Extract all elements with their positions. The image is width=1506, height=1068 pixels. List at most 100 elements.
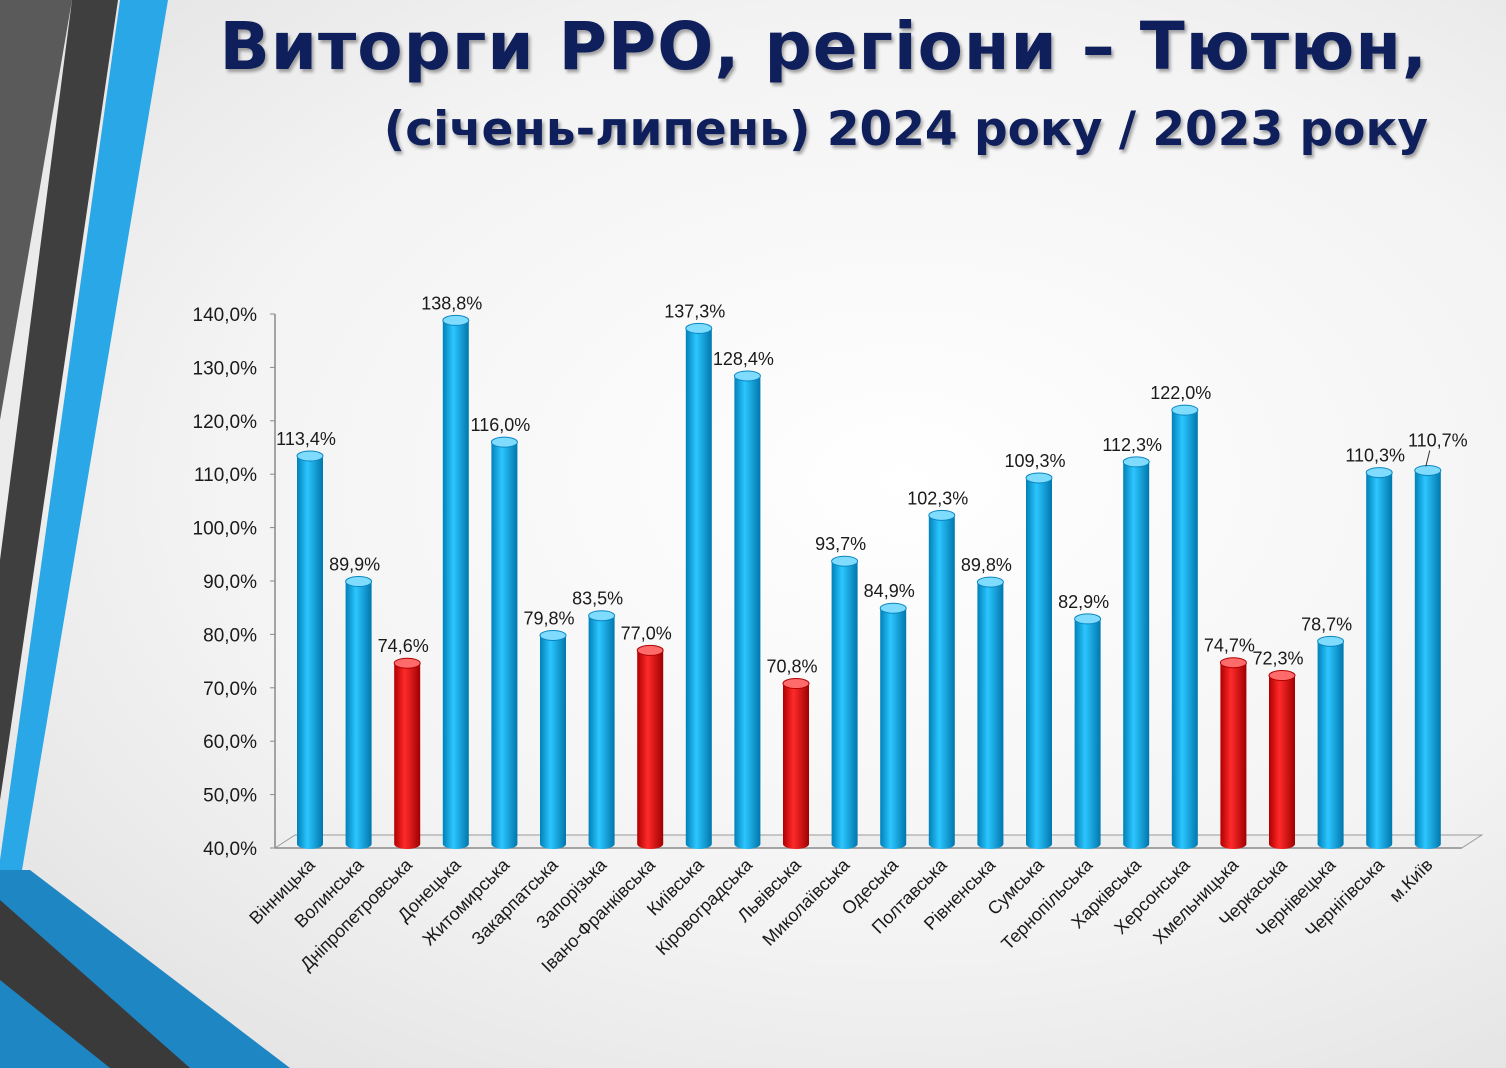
bar-18 [1122, 456, 1150, 849]
bar-10 [733, 370, 761, 849]
bar-top [1414, 464, 1442, 476]
bar-15 [976, 576, 1004, 849]
y-tick-label: 140,0% [193, 305, 258, 326]
bar-body [637, 650, 664, 849]
y-tick-label: 130,0% [193, 358, 258, 379]
bar-top [831, 555, 859, 567]
data-label: 74,6% [378, 636, 429, 656]
data-label: 89,8% [961, 555, 1012, 575]
data-label: 109,3% [1004, 451, 1065, 471]
bar-top [442, 314, 470, 326]
bar-top [928, 509, 956, 521]
bar-top [1365, 467, 1393, 479]
bar-top [1122, 456, 1150, 468]
data-label: 78,7% [1301, 614, 1352, 634]
data-label: 89,9% [329, 555, 380, 575]
data-label: 82,9% [1058, 592, 1109, 612]
bar-21 [1268, 670, 1296, 849]
bar-top [1268, 670, 1296, 682]
bar-top [782, 678, 810, 690]
data-label: 84,9% [864, 581, 915, 601]
label-leader-line [1425, 450, 1431, 467]
bar-body [1414, 470, 1441, 849]
bar-top [1025, 472, 1053, 484]
bar-top [393, 657, 421, 669]
page-title: Виторги РРО, регіони – Тютюн, [219, 8, 1428, 85]
bar-top [685, 322, 713, 334]
bar-top [733, 370, 761, 382]
bar-body [1366, 472, 1393, 849]
bar-body [394, 663, 421, 849]
bar-body [1123, 461, 1150, 849]
bar-top [539, 629, 567, 641]
bar-17 [1074, 613, 1102, 849]
data-label: 93,7% [815, 534, 866, 554]
data-label: 128,4% [713, 349, 774, 369]
data-label: 110,7% [1408, 430, 1468, 450]
bar-13 [879, 602, 907, 849]
y-tick-label: 120,0% [193, 412, 258, 433]
data-label: 116,0% [471, 415, 531, 435]
bar-top [296, 450, 324, 462]
bar-body [540, 635, 566, 849]
bar-24 [1414, 464, 1442, 849]
bar-top [1317, 635, 1345, 647]
bar-top [1074, 613, 1102, 625]
bar-22 [1317, 635, 1345, 849]
data-label: 138,8% [421, 293, 482, 313]
y-tick-label: 110,0% [194, 465, 257, 486]
bar-series [296, 314, 1442, 850]
bar-body [1220, 662, 1247, 849]
bar-body [685, 328, 712, 850]
bar-top [879, 602, 907, 614]
bar-body [880, 608, 907, 849]
bar-body [734, 375, 761, 849]
bar-11 [782, 678, 810, 849]
bar-12 [831, 555, 859, 849]
data-label: 122,0% [1150, 383, 1211, 403]
data-labels: 113,4% 89,9% 74,6% 138,8% 116,0% 79,8%83,5% 77… [276, 293, 1468, 676]
bar-top [345, 576, 373, 588]
bar-body [977, 582, 1004, 849]
bar-body [588, 615, 615, 849]
bar-23 [1365, 467, 1393, 849]
y-tick-label: 40,0% [203, 839, 257, 860]
bar-body [928, 515, 955, 849]
data-label: 113,4% [276, 429, 336, 449]
bar-9 [685, 322, 713, 850]
bar-6 [539, 629, 567, 849]
data-label: 102,3% [907, 488, 968, 508]
data-label: 74,7% [1204, 636, 1255, 656]
bar-top [1219, 657, 1247, 669]
bar-5 [490, 436, 518, 849]
bar-body [1074, 618, 1101, 849]
bar-4 [442, 314, 470, 850]
bar-8 [636, 644, 664, 849]
bar-body [783, 683, 809, 849]
bar-top [588, 610, 616, 622]
bar-body [345, 581, 372, 849]
bar-body [1171, 410, 1198, 849]
bar-7 [588, 610, 616, 849]
bar-1 [296, 450, 324, 849]
bar-3 [393, 657, 421, 849]
data-label: 77,0% [621, 623, 672, 643]
bar-body [1317, 641, 1344, 849]
data-label: 110,3% [1345, 446, 1405, 466]
bar-20 [1219, 657, 1247, 849]
data-label: 112,3% [1102, 435, 1162, 455]
y-tick-label: 70,0% [203, 679, 257, 700]
bar-body [1269, 675, 1295, 849]
y-tick-label: 80,0% [203, 625, 257, 646]
x-axis-labels: ВінницькаВолинськаДніпропетровськаДонець… [245, 854, 1436, 976]
x-tick-label: м.Київ [1385, 855, 1436, 906]
data-label: 72,3% [1252, 649, 1303, 669]
x-tick-label: Хмельницька [1149, 854, 1243, 948]
y-tick-label: 60,0% [203, 732, 257, 753]
bar-body [442, 320, 469, 850]
data-label: 137,3% [664, 301, 725, 321]
y-tick-label: 100,0% [193, 519, 258, 540]
bar-body [1026, 477, 1052, 849]
